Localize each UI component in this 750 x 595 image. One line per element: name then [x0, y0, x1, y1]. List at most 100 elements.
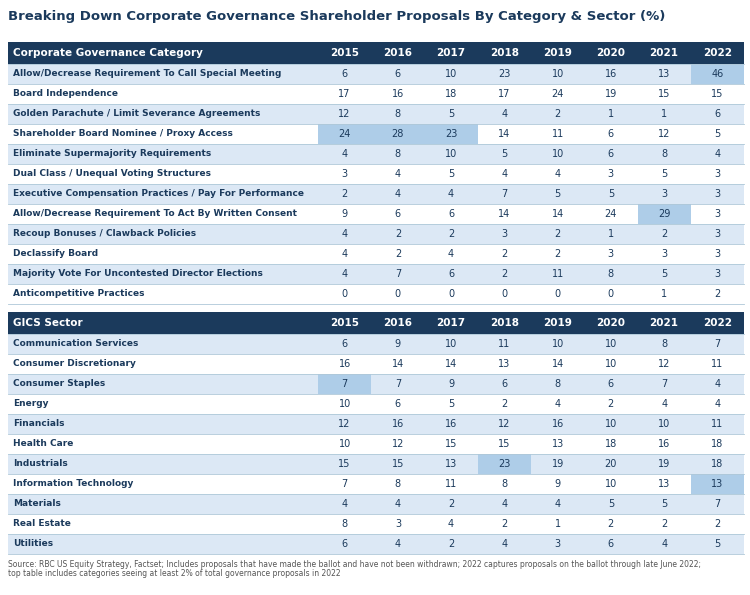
- Text: 8: 8: [608, 269, 614, 279]
- Text: Eliminate Supermajority Requirements: Eliminate Supermajority Requirements: [13, 149, 211, 158]
- Text: 14: 14: [551, 359, 564, 369]
- Text: 3: 3: [608, 249, 614, 259]
- Bar: [478, 284, 531, 304]
- Bar: [424, 534, 478, 554]
- Text: 2: 2: [714, 289, 721, 299]
- Text: 2: 2: [448, 229, 454, 239]
- Bar: [424, 144, 478, 164]
- Text: Consumer Staples: Consumer Staples: [13, 380, 105, 389]
- Text: Dual Class / Unequal Voting Structures: Dual Class / Unequal Voting Structures: [13, 170, 211, 178]
- Text: 2: 2: [448, 539, 454, 549]
- Bar: [584, 164, 638, 184]
- Bar: [371, 84, 424, 104]
- Bar: [531, 394, 584, 414]
- Bar: [584, 534, 638, 554]
- Bar: [8, 224, 318, 244]
- Text: 4: 4: [394, 539, 401, 549]
- Text: Recoup Bonuses / Clawback Policies: Recoup Bonuses / Clawback Policies: [13, 230, 196, 239]
- Text: 9: 9: [394, 339, 401, 349]
- Bar: [318, 312, 371, 334]
- Bar: [424, 224, 478, 244]
- Bar: [318, 184, 371, 204]
- Text: 2: 2: [608, 519, 614, 529]
- Text: 0: 0: [501, 289, 508, 299]
- Text: 4: 4: [501, 539, 508, 549]
- Bar: [531, 144, 584, 164]
- Text: 1: 1: [661, 289, 668, 299]
- Bar: [691, 124, 744, 144]
- Bar: [424, 104, 478, 124]
- Bar: [478, 224, 531, 244]
- Bar: [638, 474, 691, 494]
- Bar: [638, 104, 691, 124]
- Bar: [8, 394, 318, 414]
- Bar: [424, 334, 478, 354]
- Bar: [371, 414, 424, 434]
- Text: 10: 10: [445, 339, 458, 349]
- Bar: [478, 454, 531, 474]
- Text: 5: 5: [608, 499, 614, 509]
- Bar: [638, 494, 691, 514]
- Bar: [424, 394, 478, 414]
- Bar: [424, 64, 478, 84]
- Bar: [478, 64, 531, 84]
- Text: 6: 6: [448, 269, 454, 279]
- Text: 9: 9: [341, 209, 348, 219]
- Text: 2: 2: [714, 519, 721, 529]
- Bar: [531, 354, 584, 374]
- Text: Information Technology: Information Technology: [13, 480, 134, 488]
- Bar: [371, 454, 424, 474]
- Bar: [8, 104, 318, 124]
- Text: 16: 16: [551, 419, 564, 429]
- Bar: [318, 374, 371, 394]
- Bar: [584, 64, 638, 84]
- Bar: [638, 264, 691, 284]
- Bar: [478, 104, 531, 124]
- Bar: [8, 494, 318, 514]
- Text: 4: 4: [501, 109, 508, 119]
- Text: 4: 4: [394, 189, 401, 199]
- Text: 2: 2: [661, 229, 668, 239]
- Bar: [424, 414, 478, 434]
- Bar: [424, 474, 478, 494]
- Text: 3: 3: [554, 539, 561, 549]
- Bar: [318, 264, 371, 284]
- Text: Golden Parachute / Limit Severance Agreements: Golden Parachute / Limit Severance Agree…: [13, 109, 260, 118]
- Text: 8: 8: [501, 479, 508, 489]
- Text: Allow/Decrease Requirement To Call Special Meeting: Allow/Decrease Requirement To Call Speci…: [13, 70, 281, 79]
- Text: 4: 4: [554, 499, 561, 509]
- Bar: [371, 104, 424, 124]
- Bar: [584, 434, 638, 454]
- Text: 16: 16: [445, 419, 458, 429]
- Text: 12: 12: [338, 109, 351, 119]
- Text: 2015: 2015: [330, 48, 359, 58]
- Bar: [584, 454, 638, 474]
- Text: 6: 6: [341, 339, 348, 349]
- Text: Health Care: Health Care: [13, 440, 74, 449]
- Bar: [318, 204, 371, 224]
- Text: 18: 18: [711, 459, 724, 469]
- Text: 8: 8: [394, 109, 401, 119]
- Text: 12: 12: [658, 359, 670, 369]
- Bar: [584, 474, 638, 494]
- Text: 24: 24: [604, 209, 617, 219]
- Bar: [638, 414, 691, 434]
- Bar: [318, 144, 371, 164]
- Text: 6: 6: [341, 539, 348, 549]
- Text: Shareholder Board Nominee / Proxy Access: Shareholder Board Nominee / Proxy Access: [13, 130, 232, 139]
- Bar: [531, 454, 584, 474]
- Text: Real Estate: Real Estate: [13, 519, 70, 528]
- Bar: [478, 514, 531, 534]
- Text: Executive Compensation Practices / Pay For Performance: Executive Compensation Practices / Pay F…: [13, 189, 304, 199]
- Text: Allow/Decrease Requirement To Act By Written Consent: Allow/Decrease Requirement To Act By Wri…: [13, 209, 297, 218]
- Bar: [691, 264, 744, 284]
- Bar: [691, 434, 744, 454]
- Bar: [424, 312, 478, 334]
- Text: 13: 13: [658, 69, 670, 79]
- Text: 4: 4: [448, 189, 454, 199]
- Bar: [371, 184, 424, 204]
- Bar: [8, 64, 318, 84]
- Text: 4: 4: [554, 399, 561, 409]
- Bar: [371, 374, 424, 394]
- Text: 6: 6: [608, 149, 614, 159]
